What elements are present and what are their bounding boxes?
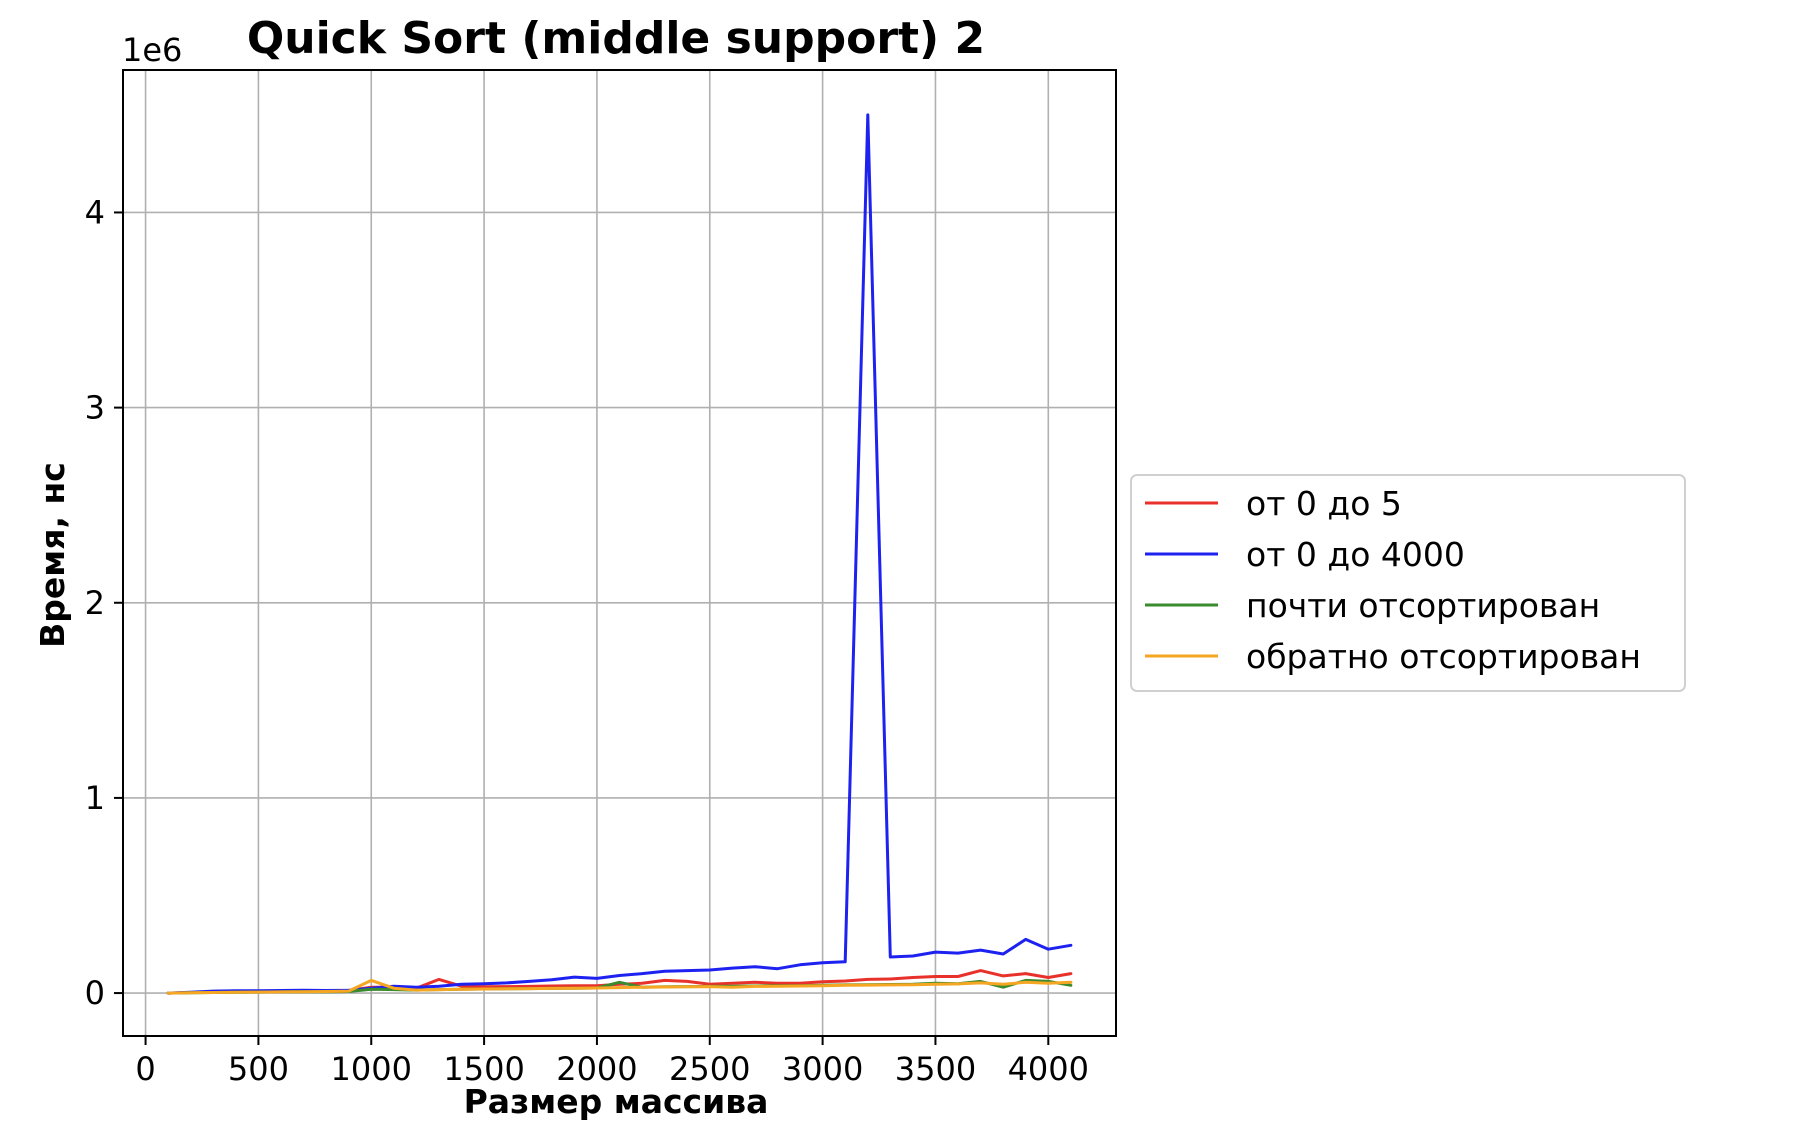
x-tick-label: 0 — [135, 1050, 155, 1088]
x-tick-label: 500 — [228, 1050, 289, 1088]
plot-area: 0 500 1000 1500 2000 2500 3000 3500 4000 0 1 2 3 4 — [85, 69, 1117, 1088]
series-lines — [166, 113, 1073, 995]
y-tick-label: 2 — [85, 584, 105, 622]
legend: от 0 до 5 от 0 до 4000 почти отсортирован о… — [1130, 474, 1686, 692]
x-tick-label: 3000 — [782, 1050, 863, 1088]
y-tick-label: 1 — [85, 779, 105, 817]
x-tick-label: 2000 — [556, 1050, 637, 1088]
x-tick-label: 2500 — [669, 1050, 750, 1088]
plot-frame — [122, 69, 1117, 1037]
y-tick-label: 0 — [85, 974, 105, 1012]
x-axis-label: Размер массива — [464, 1082, 769, 1121]
x-tick-label: 1500 — [443, 1050, 524, 1088]
chart-title: Quick Sort (middle support) 2 — [247, 13, 985, 64]
x-tick-label: 3500 — [895, 1050, 976, 1088]
legend-label-3: почти отсортирован — [1246, 586, 1600, 625]
legend-items: от 0 до 5 от 0 до 4000 почти отсортирован о… — [1145, 484, 1641, 676]
y-tick-label: 4 — [85, 193, 105, 231]
x-tick-label: 1000 — [331, 1050, 412, 1088]
y-offset-label: 1e6 — [122, 31, 182, 69]
y-axis-label: Время, нс — [33, 462, 72, 648]
x-tick-label: 4000 — [1008, 1050, 1089, 1088]
y-tick-label: 3 — [85, 389, 105, 427]
axis-ticks: 0 500 1000 1500 2000 2500 3000 3500 4000 0 1 2 3 4 — [85, 193, 1089, 1088]
grid — [123, 70, 1116, 1036]
legend-label-2: от 0 до 4000 — [1246, 535, 1465, 574]
legend-label-4: обратно отсортирован — [1246, 637, 1641, 676]
legend-frame — [1130, 474, 1686, 692]
legend-label-1: от 0 до 5 — [1246, 484, 1402, 523]
series-line-4 — [166, 978, 1073, 995]
